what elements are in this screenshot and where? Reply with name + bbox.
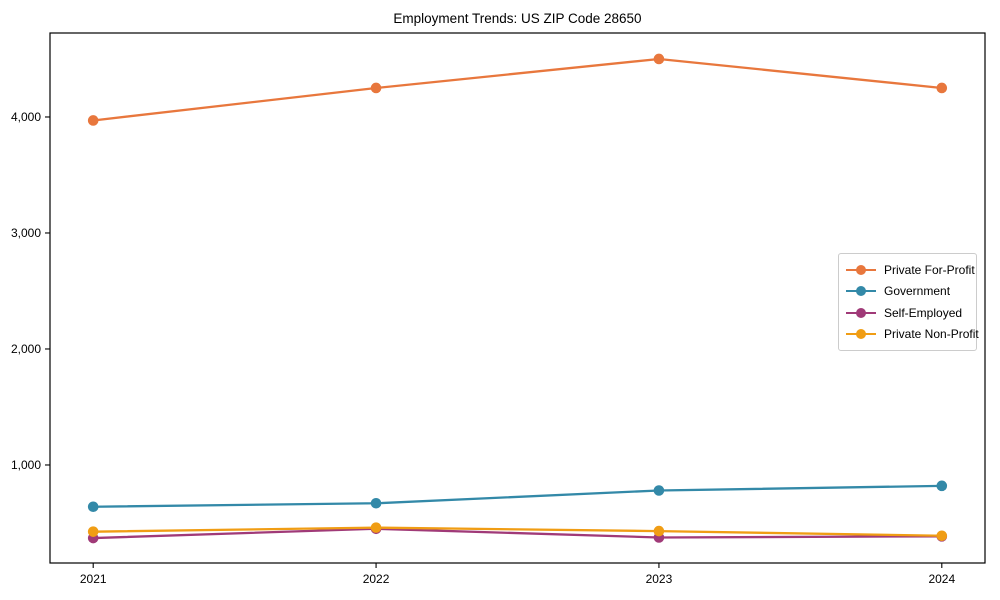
legend-item-government: Government — [846, 281, 968, 303]
legend-marker-icon — [846, 307, 876, 319]
series-point-private-for-profit-2023 — [653, 53, 665, 65]
legend-item-self-employed: Self-Employed — [846, 302, 968, 324]
series-point-government-2022 — [370, 497, 382, 509]
legend-item-private-non-profit: Private Non-Profit — [846, 324, 979, 346]
legend-label: Government — [884, 284, 951, 299]
x-tick-label: 2021 — [80, 572, 107, 586]
series-point-government-2021 — [87, 501, 99, 513]
x-tick-label: 2024 — [928, 572, 955, 586]
legend-label: Private For-Profit — [884, 262, 975, 277]
y-tick-label: 1,000 — [11, 458, 41, 472]
legend: Private For-Profit Government Self-Employe… — [838, 253, 979, 351]
series-point-government-2024 — [936, 480, 948, 492]
legend-marker-icon — [846, 264, 876, 276]
series-point-private-non-profit-2024 — [936, 530, 948, 542]
legend-label: Self-Employed — [884, 305, 963, 320]
series-line-self-employed — [92, 527, 943, 540]
legend-label: Private Non-Profit — [884, 327, 979, 342]
axes-box — [49, 32, 986, 564]
series-point-private-non-profit-2023 — [653, 525, 665, 537]
legend-marker-icon — [846, 285, 876, 297]
series-point-private-for-profit-2024 — [936, 82, 948, 94]
series-point-government-2023 — [653, 485, 665, 496]
series-line-private-for-profit — [92, 57, 943, 122]
y-tick-label: 2,000 — [11, 342, 41, 356]
series-point-private-for-profit-2021 — [87, 115, 99, 126]
series-point-private-non-profit-2021 — [87, 526, 99, 537]
series-point-private-non-profit-2022 — [370, 522, 382, 533]
x-tick-label: 2022 — [363, 572, 390, 586]
series-line-government — [92, 484, 943, 508]
series-line-private-non-profit — [92, 526, 943, 537]
plot-area: 1,000 2,000 3,000 4,000 2021 2022 2023 2024 — [11, 32, 986, 586]
y-tick-label: 3,000 — [11, 226, 41, 240]
chart-title: Employment Trends: US ZIP Code 28650 — [393, 11, 641, 26]
series-point-private-for-profit-2022 — [370, 82, 382, 94]
y-tick-label: 4,000 — [11, 110, 41, 124]
legend-marker-icon — [846, 328, 876, 340]
x-tick-label: 2023 — [646, 572, 673, 586]
legend-item-private-for-profit: Private For-Profit — [846, 259, 975, 281]
